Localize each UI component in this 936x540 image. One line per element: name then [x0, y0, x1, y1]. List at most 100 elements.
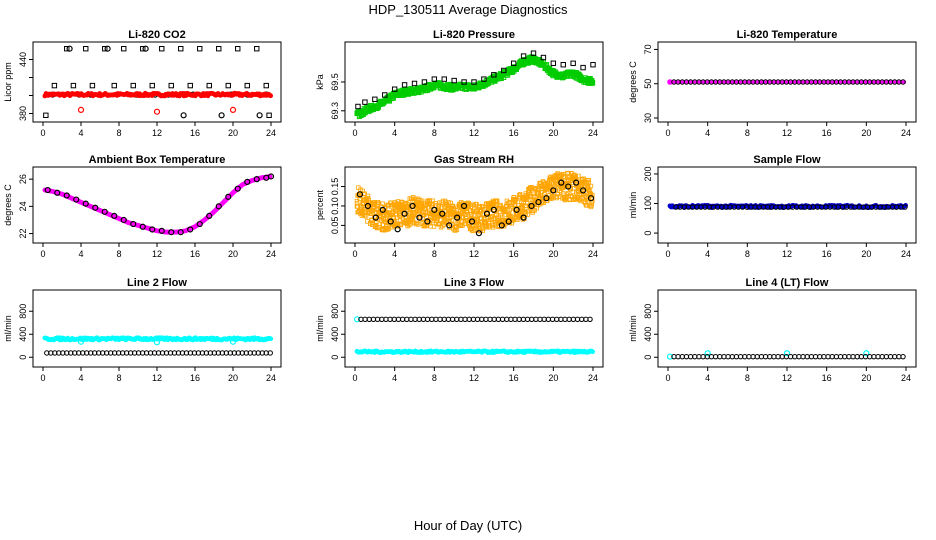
data-point: [493, 203, 499, 208]
data-point: [460, 202, 468, 210]
chart-title: Line 3 Flow: [444, 277, 504, 289]
data-point: [235, 46, 241, 52]
data-point: [130, 220, 137, 228]
data-point: [568, 194, 573, 199]
data-point: [385, 227, 390, 232]
y-tick-label: 800: [330, 304, 340, 319]
data-point: [159, 46, 165, 52]
series-pressure-1: [355, 50, 596, 110]
data-point: [409, 202, 416, 210]
data-point: [375, 199, 381, 205]
data-point: [387, 218, 394, 225]
x-tick-label: 20: [228, 373, 238, 383]
data-point: [510, 60, 517, 66]
data-point: [369, 217, 374, 222]
data-point: [704, 350, 711, 357]
data-point: [139, 223, 146, 230]
data-point: [481, 204, 486, 210]
x-tick-label: 24: [588, 128, 598, 138]
data-point: [666, 353, 674, 360]
data-point: [590, 349, 596, 355]
data-point: [424, 214, 429, 219]
data-point: [354, 198, 360, 204]
series-rh-0: [354, 170, 595, 234]
data-point: [431, 76, 438, 82]
data-point: [524, 199, 530, 205]
data-point: [362, 213, 367, 218]
x-tick-label: 4: [78, 128, 83, 138]
x-tick-label: 16: [822, 373, 832, 383]
data-point: [529, 194, 534, 199]
data-point: [481, 216, 487, 221]
data-point: [560, 171, 566, 177]
data-point: [438, 225, 444, 230]
data-point: [401, 82, 408, 88]
data-point: [356, 191, 364, 198]
data-point: [476, 222, 481, 228]
data-point: [476, 203, 482, 209]
data-point: [70, 82, 77, 89]
y-tick-label: 22: [18, 229, 28, 239]
x-tick-label: 4: [392, 373, 397, 383]
data-point: [158, 227, 165, 234]
chart-title: Line 4 (LT) Flow: [746, 277, 829, 289]
data-point: [479, 215, 484, 221]
x-tick-label: 12: [782, 128, 792, 138]
chart-title: Li-820 Pressure: [433, 29, 515, 41]
data-point: [451, 77, 457, 84]
data-point: [667, 79, 673, 85]
data-point: [439, 205, 444, 210]
x-tick-label: 0: [352, 373, 357, 383]
data-point: [216, 46, 222, 52]
series-line3-0: [354, 348, 596, 356]
chart-title: Ambient Box Temperature: [89, 154, 226, 166]
data-point: [177, 229, 184, 236]
x-tick-label: 12: [782, 373, 792, 383]
chart-title: Line 2 Flow: [127, 277, 187, 289]
data-point: [153, 108, 161, 115]
x-tick-label: 12: [469, 249, 479, 259]
y-tick-label: 0: [330, 355, 340, 360]
y-tick-label: 0: [643, 231, 653, 236]
data-point: [121, 46, 127, 52]
data-point: [495, 198, 500, 204]
data-point: [379, 226, 385, 232]
data-point: [584, 203, 589, 208]
data-point: [372, 96, 378, 102]
data-point: [441, 76, 447, 82]
data-point: [44, 186, 51, 194]
panel-co2: Li-820 CO2 Licor ppm 0 4 8 12 16 20 24 380 440: [3, 29, 282, 138]
x-tick-label: 12: [469, 373, 479, 383]
data-point: [454, 227, 460, 232]
y-tick-label: 0.15: [330, 178, 340, 196]
x-tick-label: 24: [266, 128, 276, 138]
data-point: [535, 198, 542, 206]
data-point: [382, 92, 388, 98]
y-tick-label: 400: [643, 327, 653, 342]
data-point: [590, 79, 596, 85]
data-point: [149, 226, 156, 233]
x-tick-label: 8: [432, 249, 437, 259]
y-tick-label: 0.10: [330, 197, 340, 215]
x-tick-label: 16: [822, 249, 832, 259]
series-ambient_temp-0: [42, 174, 273, 235]
data-point: [178, 46, 184, 52]
series-line3-1: [353, 316, 361, 323]
data-point: [469, 212, 474, 217]
data-point: [51, 82, 58, 89]
data-point: [556, 175, 562, 181]
data-point: [256, 112, 263, 119]
data-point: [66, 45, 73, 52]
series-line3-2: [358, 316, 593, 322]
data-point: [558, 179, 565, 186]
data-point: [587, 195, 595, 202]
data-point: [565, 191, 571, 196]
panel-rh: Gas Stream RH percent 0 4 8 12 16 20 24 0.05 0.100…: [315, 154, 604, 259]
x-tick-label: 16: [509, 249, 519, 259]
data-point: [149, 82, 155, 89]
data-point: [371, 200, 376, 206]
x-tick-label: 4: [705, 128, 710, 138]
data-point: [120, 216, 127, 224]
data-point: [421, 79, 428, 85]
page-title: HDP_130511 Average Diagnostics: [368, 2, 568, 17]
